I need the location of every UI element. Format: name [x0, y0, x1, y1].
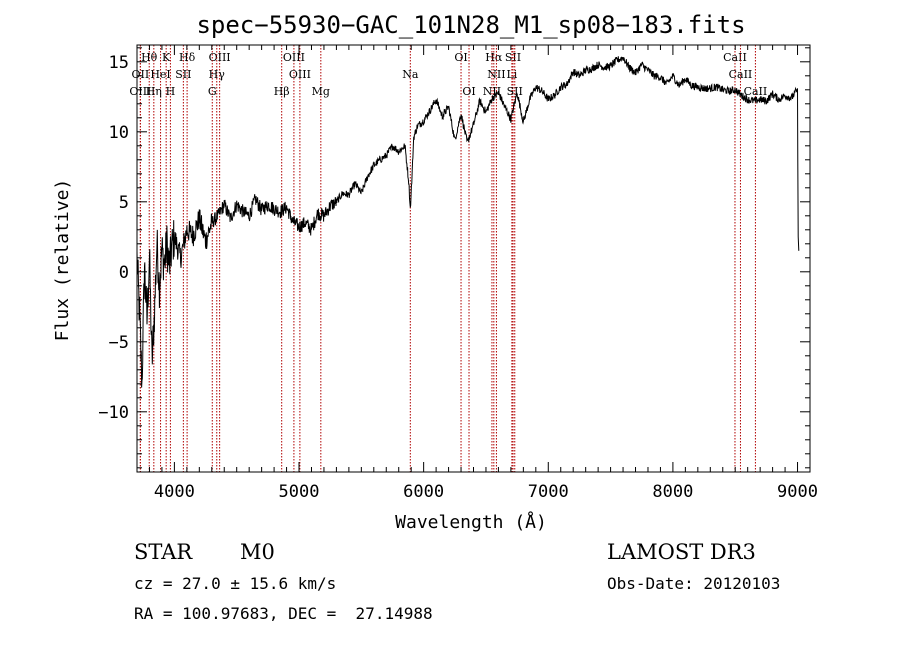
y-tick-label: 5 [119, 193, 129, 213]
y-tick-label: 15 [109, 53, 129, 73]
line-label: Mg [312, 85, 330, 98]
object-subclass: M0 [240, 540, 275, 564]
line-label: G [208, 85, 217, 98]
line-label: SII [507, 85, 523, 98]
line-label: H [166, 85, 176, 98]
line-label: Hα [485, 51, 503, 64]
line-label: Hη [146, 85, 162, 98]
line-label: OIII [289, 68, 311, 81]
line-label: OIII [209, 51, 231, 64]
x-tick-label: 7000 [528, 482, 569, 502]
line-label: OI [454, 51, 467, 64]
line-label: CaII [723, 51, 747, 64]
chart-title: spec−55930−GAC_101N28_M1_sp08−183.fits [196, 11, 745, 39]
y-axis: −10 −5 0 5 10 15 [98, 47, 810, 469]
line-label: OII [132, 68, 150, 81]
x-tick-label: 9000 [777, 482, 818, 502]
plot-frame [136, 44, 811, 473]
line-label: OIII [129, 85, 151, 98]
line-label: K [162, 51, 171, 64]
redshift-cz: cz = 27.0 ± 15.6 km/s [134, 574, 337, 593]
y-tick-label: 10 [109, 123, 129, 143]
x-axis: 4000 5000 6000 7000 8000 9000 [148, 45, 818, 502]
line-label: SII [175, 68, 191, 81]
flux-series [136, 56, 800, 388]
coordinates: RA = 100.97683, DEC = 27.14988 [134, 604, 433, 623]
line-label: CaII [729, 68, 753, 81]
line-label: Na [402, 68, 419, 81]
line-label: NII [487, 68, 505, 81]
line-label: HeI [150, 68, 170, 81]
object-class: STAR [134, 540, 193, 564]
observation-date: Obs-Date: 20120103 [607, 574, 781, 593]
line-label: CaII [744, 85, 768, 98]
line-label: SII [505, 51, 521, 64]
line-label: OIII [283, 51, 305, 64]
line-label: OI [462, 85, 475, 98]
line-label: Hδ [179, 51, 196, 64]
line-label: Hβ [274, 85, 290, 98]
y-tick-label: 0 [119, 263, 129, 283]
line-label: Li [506, 68, 517, 81]
y-tick-label: −5 [109, 333, 129, 353]
y-tick-label: −10 [98, 403, 129, 423]
x-tick-label: 5000 [279, 482, 320, 502]
survey-name: LAMOST DR3 [607, 540, 756, 564]
flux-line [136, 56, 800, 388]
line-label: Hγ [209, 68, 226, 81]
x-tick-label: 4000 [154, 482, 195, 502]
y-axis-label: Flux (relative) [52, 179, 73, 342]
x-axis-label: Wavelength (Å) [395, 511, 547, 533]
x-tick-label: 6000 [403, 482, 444, 502]
x-tick-label: 8000 [652, 482, 693, 502]
